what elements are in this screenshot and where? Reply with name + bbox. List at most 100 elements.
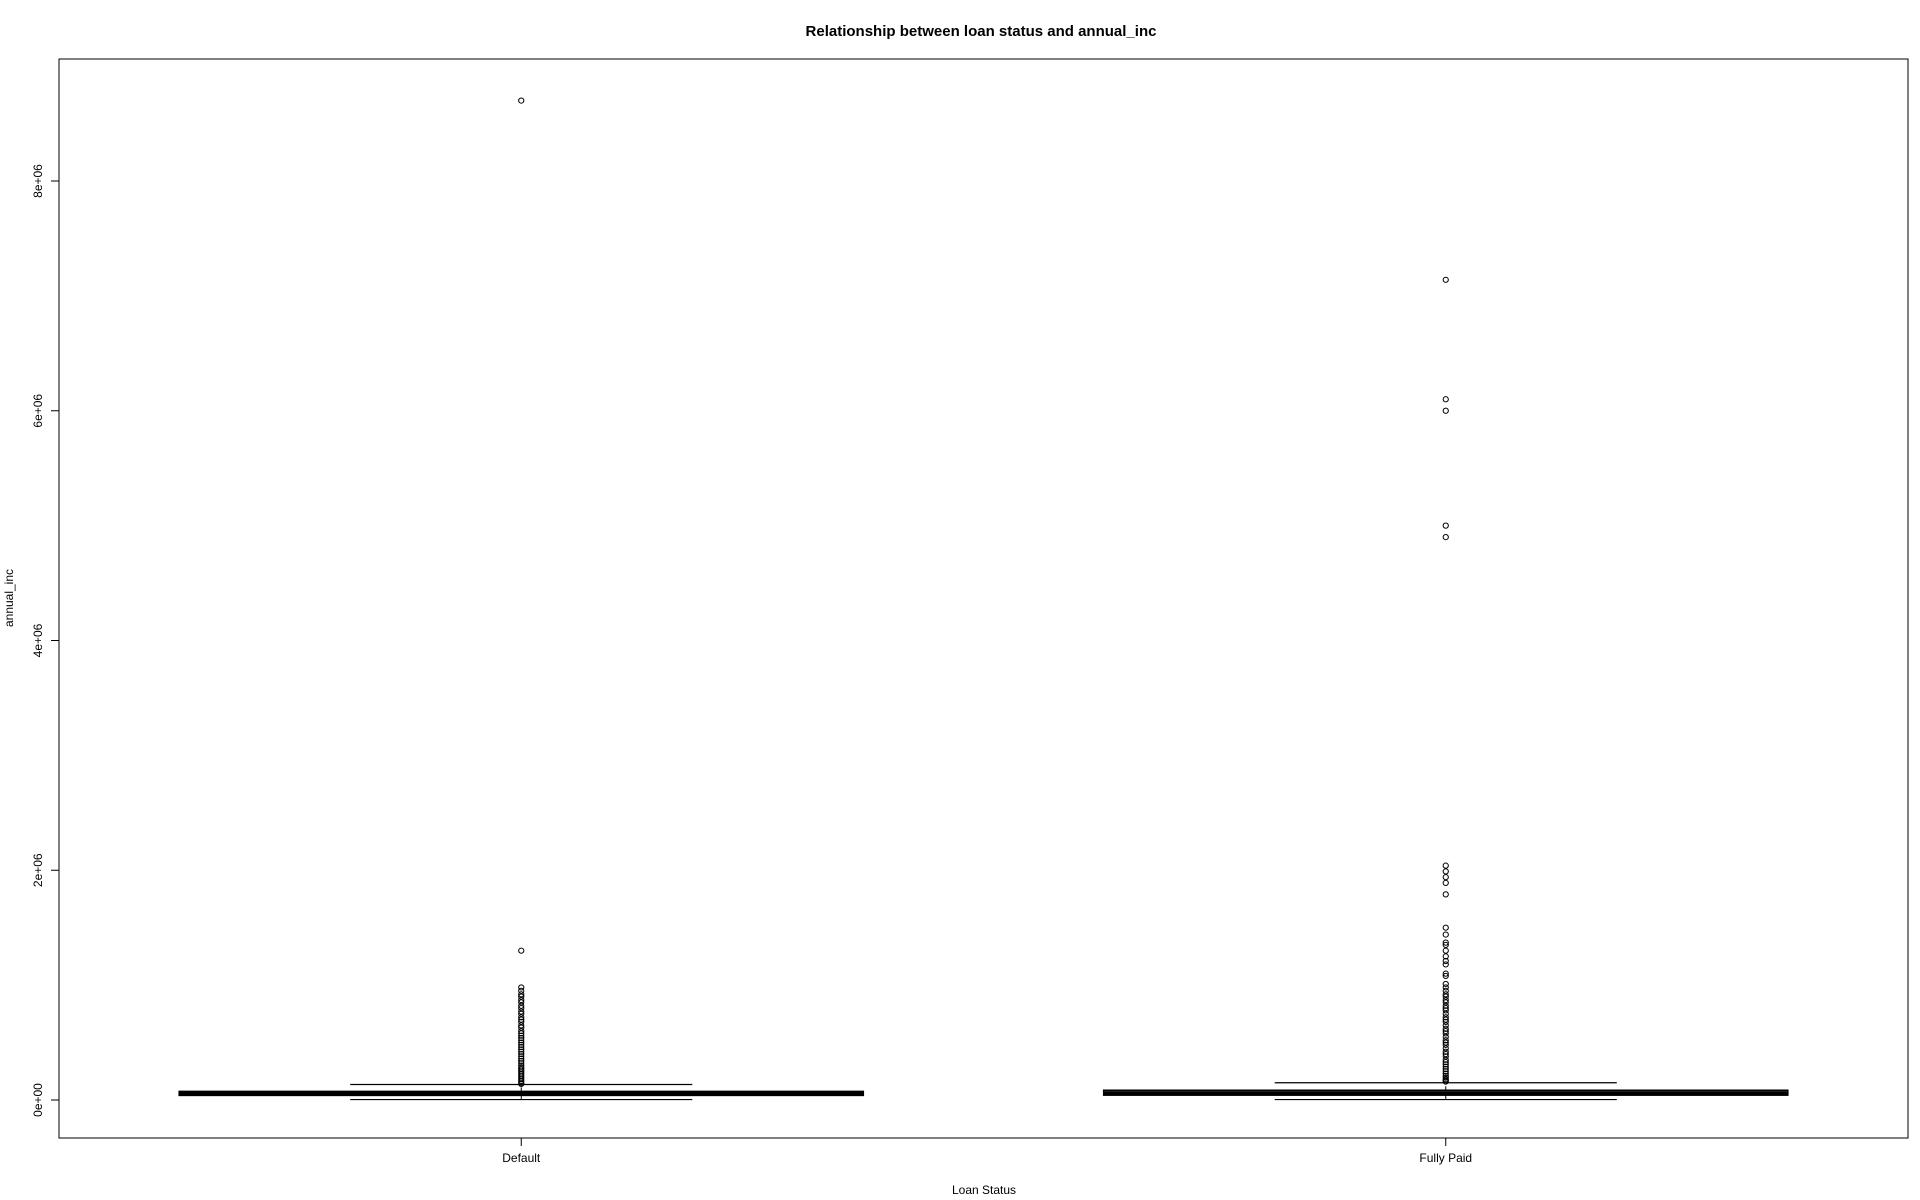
outlier-point (518, 1046, 525, 1053)
outlier-point (518, 1076, 525, 1083)
outlier-point (518, 984, 525, 991)
outlier-point (518, 1060, 525, 1067)
outlier-point (518, 993, 525, 1000)
outlier-point (1442, 1048, 1449, 1055)
outlier-point (1442, 999, 1449, 1006)
outlier-point (518, 1016, 525, 1023)
outlier-point (518, 1024, 525, 1031)
outlier-point (1442, 522, 1449, 529)
outlier-point (1442, 1058, 1449, 1066)
outlier-point (1442, 993, 1449, 1000)
chart-title: Relationship between loan status and ann… (806, 23, 1157, 40)
outlier-point (518, 1010, 525, 1017)
outlier-point (518, 1022, 525, 1029)
outlier-point (518, 1034, 525, 1042)
outlier-point (1442, 1007, 1449, 1014)
outlier-point (518, 1032, 525, 1039)
outlier-point (1442, 1074, 1449, 1081)
outlier-point (1442, 939, 1449, 946)
outlier-point (1442, 407, 1449, 414)
outlier-point (1442, 1033, 1449, 1040)
outlier-point (1442, 961, 1449, 968)
outlier-point (518, 1057, 525, 1065)
outlier-point (1442, 1068, 1449, 1075)
outlier-point (1442, 1061, 1449, 1068)
outlier-point (1442, 1014, 1449, 1021)
outlier-point (1442, 276, 1449, 283)
y-tick-label: 2e+06 (31, 853, 45, 887)
outlier-point (518, 1053, 525, 1060)
outlier-point (1442, 1002, 1449, 1009)
outlier-point (1442, 396, 1449, 403)
x-axis-label: Loan Status (952, 1183, 1016, 1197)
outlier-point (1442, 972, 1449, 980)
outlier-point (1442, 879, 1449, 886)
y-tick-label: 8e+06 (31, 164, 45, 198)
outlier-point (1442, 1005, 1449, 1012)
y-tick-label: 0e+00 (31, 1083, 45, 1117)
outlier-point (518, 1037, 525, 1044)
y-axis-label: annual_inc (2, 569, 16, 627)
outlier-point (1442, 1041, 1449, 1048)
outlier-point (1442, 970, 1449, 977)
outlier-point (518, 1018, 525, 1025)
outlier-point (1442, 996, 1449, 1004)
outlier-point (1442, 1056, 1449, 1063)
outlier-point (1442, 953, 1449, 960)
y-axis: 0e+00 2e+06 4e+06 6e+06 8e+06 (31, 164, 59, 1117)
x-tick-label: Fully Paid (1419, 1151, 1472, 1165)
plot-frame (58, 58, 1909, 1139)
outlier-point (1442, 1045, 1449, 1052)
outlier-point (1442, 1018, 1449, 1025)
outlier-point (518, 1030, 525, 1037)
outlier-point (1442, 874, 1449, 881)
outlier-point (518, 1044, 525, 1051)
outlier-point (1442, 534, 1449, 541)
outlier-point (1442, 1050, 1449, 1058)
outlier-point (518, 1048, 525, 1055)
outlier-point (1442, 1065, 1449, 1073)
outlier-point (1442, 980, 1449, 988)
outlier-point (1442, 984, 1449, 991)
outlier-point (1442, 1030, 1449, 1037)
outlier-point (1442, 1037, 1449, 1044)
outlier-point (518, 97, 525, 104)
outlier-point (1442, 931, 1449, 938)
outlier-point (518, 1080, 525, 1088)
outlier-point (1442, 868, 1449, 875)
outlier-point (1442, 1016, 1449, 1023)
box-1 (1102, 276, 1789, 1101)
outlier-point (518, 947, 525, 954)
outlier-point (518, 1050, 525, 1058)
outlier-point (1442, 924, 1449, 931)
box-0 (178, 97, 865, 1101)
outlier-point (518, 1005, 525, 1012)
outlier-point (518, 1008, 525, 1015)
outlier-point (1442, 947, 1449, 954)
outlier-point (518, 1041, 525, 1048)
outlier-point (518, 987, 525, 994)
outlier-point (1442, 1053, 1449, 1060)
outlier-point (518, 1002, 525, 1009)
outlier-point (1442, 957, 1449, 965)
y-tick-label: 4e+06 (31, 623, 45, 657)
outlier-point (518, 1039, 525, 1046)
outlier-point (1442, 1039, 1449, 1046)
outlier-point (1442, 1022, 1449, 1029)
outlier-point (1442, 862, 1449, 869)
outlier-point (518, 1014, 525, 1021)
outlier-point (1442, 941, 1449, 949)
outlier-point (1442, 891, 1449, 898)
outlier-point (518, 999, 525, 1006)
outlier-point (518, 1055, 525, 1062)
outlier-point (1442, 991, 1449, 998)
outlier-point (518, 1027, 525, 1035)
outlier-point (1442, 1078, 1449, 1085)
outlier-point (518, 991, 525, 998)
outlier-point (1442, 1072, 1449, 1079)
outlier-point (518, 996, 525, 1004)
outlier-point (1442, 987, 1449, 994)
x-axis: Default Fully Paid (502, 1138, 1472, 1165)
outlier-point (1442, 1027, 1449, 1035)
